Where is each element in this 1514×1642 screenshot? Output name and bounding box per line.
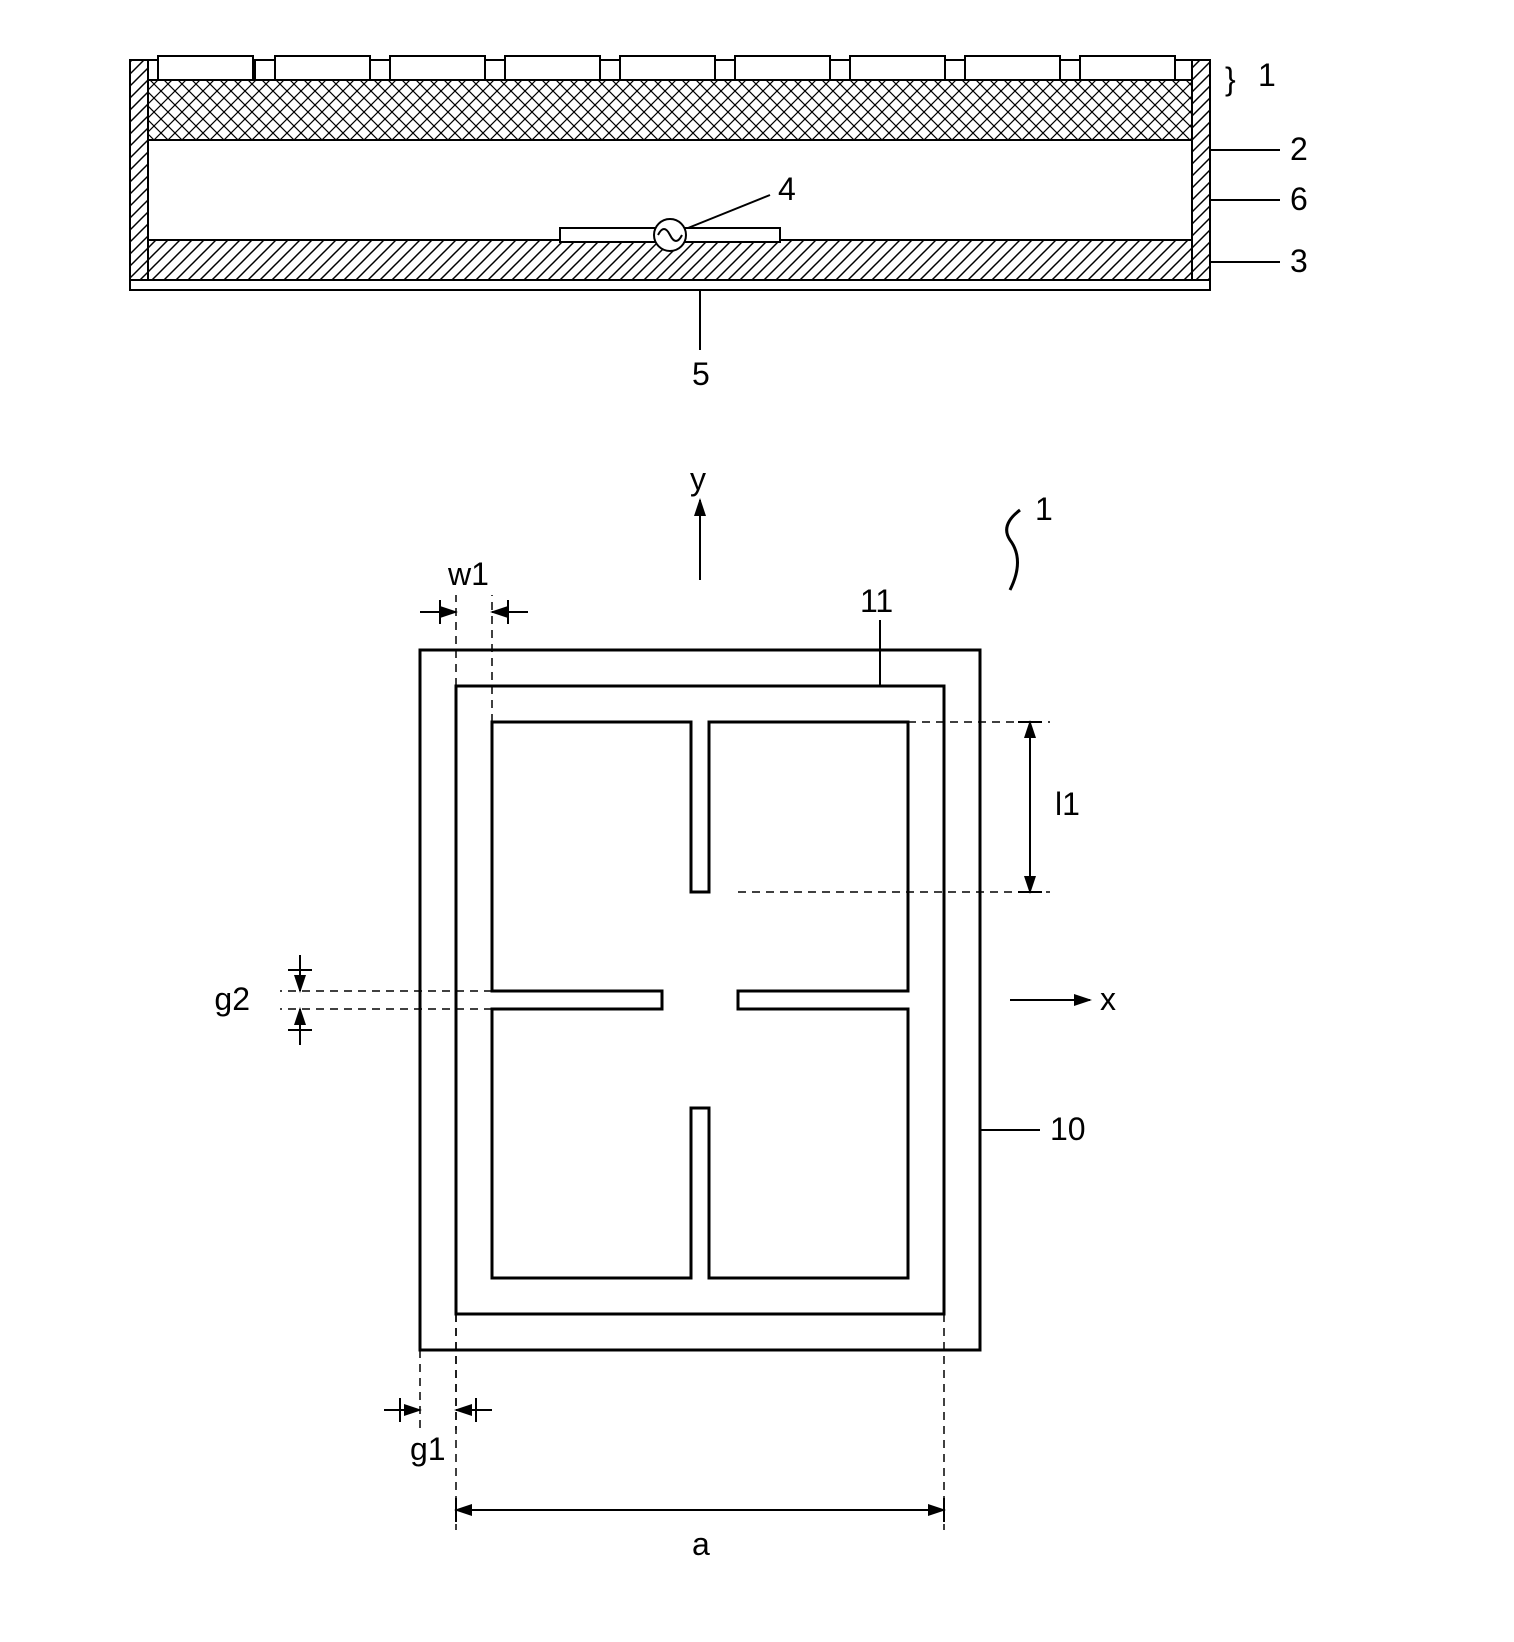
label-4: 4 [778,171,796,207]
label-2: 2 [1290,131,1308,167]
l1-label: l1 [1055,786,1080,822]
label-3: 3 [1290,243,1308,279]
top-view-figure: 1 y x 11 10 [214,461,1116,1562]
g1-label: g1 [410,1431,446,1467]
patches [158,56,1175,80]
ref-1: 1 [1035,491,1053,527]
x-label: x [1100,981,1116,1017]
brace: } [1225,61,1236,97]
left-wall [130,60,148,290]
label-1: 1 [1258,57,1276,93]
ref-squiggle [1007,510,1020,590]
ground-plane [130,280,1210,290]
cross-section-figure: } 1 2 6 3 4 5 [130,56,1308,392]
label-10: 10 [1050,1111,1086,1147]
y-label: y [690,461,706,497]
w1-label: w1 [447,556,489,592]
top-substrate [148,80,1192,140]
label-5: 5 [692,356,710,392]
label-11: 11 [860,583,893,619]
a-label: a [692,1526,710,1562]
right-wall [1192,60,1210,290]
g2-label: g2 [214,981,250,1017]
label-6: 6 [1290,181,1308,217]
